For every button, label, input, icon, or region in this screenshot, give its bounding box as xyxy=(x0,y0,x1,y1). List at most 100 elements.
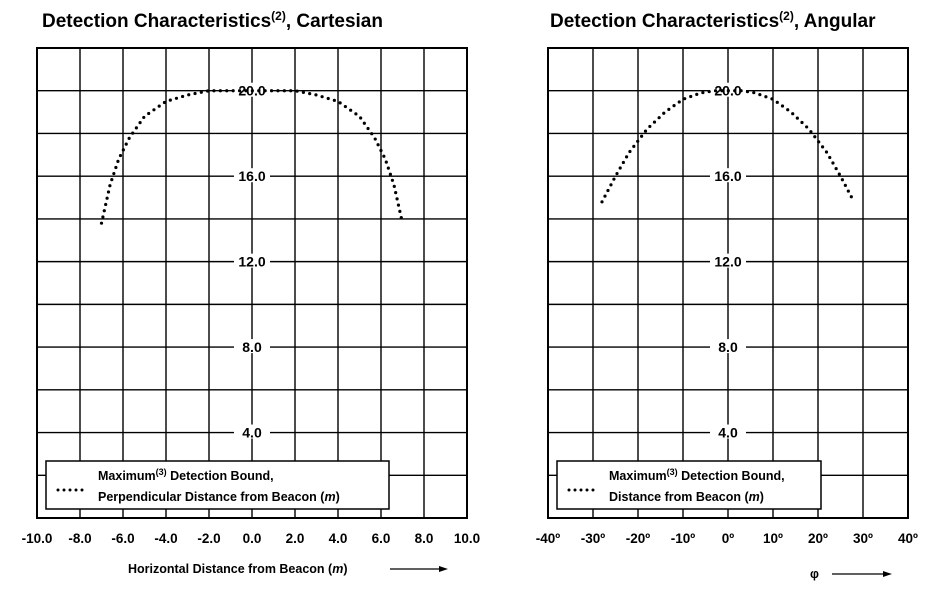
data-point xyxy=(770,97,774,101)
legend-marker-dot xyxy=(573,488,577,492)
data-point xyxy=(250,89,254,93)
data-point xyxy=(834,166,838,171)
legend-marker-dot xyxy=(56,488,60,492)
data-point xyxy=(114,165,118,170)
data-point xyxy=(193,91,197,96)
data-point xyxy=(683,97,687,101)
data-point xyxy=(780,104,785,108)
data-point xyxy=(849,195,853,199)
data-point xyxy=(110,178,114,182)
legend-marker-dot xyxy=(68,488,72,492)
y-tick-label: 8.0 xyxy=(718,339,738,355)
data-point xyxy=(320,95,324,99)
data-point xyxy=(231,89,235,93)
data-point xyxy=(843,183,847,188)
y-tick-label-bg xyxy=(234,424,270,439)
data-point xyxy=(326,96,330,101)
data-point xyxy=(237,89,242,93)
x-axis-arrowhead xyxy=(439,566,448,572)
x-tick-label: 10.0 xyxy=(454,531,480,546)
data-point xyxy=(820,145,825,149)
data-point xyxy=(343,104,347,109)
data-point xyxy=(621,160,625,165)
legend-box xyxy=(45,460,390,510)
data-point xyxy=(648,124,652,129)
data-point xyxy=(662,111,666,115)
data-point xyxy=(612,177,616,181)
data-point xyxy=(689,94,693,99)
data-point xyxy=(102,209,106,213)
data-point xyxy=(396,203,401,207)
data-point xyxy=(657,116,661,120)
legend-box xyxy=(556,460,822,510)
x-tick-label: -30º xyxy=(581,531,606,546)
plot-frame xyxy=(36,47,468,519)
data-point xyxy=(131,131,135,135)
data-point xyxy=(218,89,222,93)
x-tick-label: -6.0 xyxy=(111,531,134,546)
data-point xyxy=(244,89,248,93)
data-point xyxy=(366,126,370,131)
data-point xyxy=(157,104,161,108)
data-point xyxy=(828,155,832,160)
y-tick-label: 8.0 xyxy=(242,339,262,355)
data-point xyxy=(713,89,718,93)
data-point xyxy=(295,89,299,93)
data-point xyxy=(632,144,636,148)
data-point xyxy=(212,89,216,93)
data-point xyxy=(386,166,390,170)
legend-marker-dot xyxy=(62,488,66,492)
data-point xyxy=(134,126,138,130)
legend-line-1: Maximum(3) Detection Bound, xyxy=(98,467,274,483)
data-point xyxy=(138,121,142,125)
x-tick-label: 4.0 xyxy=(329,531,348,546)
data-point xyxy=(775,100,779,104)
data-point xyxy=(379,148,383,153)
data-point xyxy=(373,137,377,141)
data-point xyxy=(147,111,151,116)
x-axis-label: Horizontal Distance from Beacon (m) xyxy=(128,562,348,576)
legend: Maximum(3) Detection Bound, Perpendicular… xyxy=(45,460,390,510)
y-tick-label-bg xyxy=(710,253,746,268)
data-point xyxy=(199,90,203,94)
data-point xyxy=(112,171,116,176)
data-point xyxy=(786,108,790,112)
data-point xyxy=(695,92,699,96)
data-point xyxy=(276,89,280,93)
y-tick-label-bg xyxy=(234,253,270,268)
data-point xyxy=(720,89,724,93)
data-point xyxy=(162,100,167,105)
data-point xyxy=(388,172,392,176)
data-point xyxy=(289,89,293,93)
data-point xyxy=(640,134,644,138)
x-tick-label: -40º xyxy=(536,531,561,546)
y-tick-label: 4.0 xyxy=(242,425,262,441)
data-point xyxy=(349,108,353,112)
data-point xyxy=(121,148,125,152)
data-point xyxy=(733,89,737,93)
data-point xyxy=(282,89,286,93)
data-point xyxy=(257,89,261,93)
data-point xyxy=(652,120,657,124)
data-point xyxy=(837,172,841,176)
y-tick-label-bg xyxy=(710,339,746,354)
x-tick-label: 20º xyxy=(808,531,828,546)
data-point xyxy=(168,98,172,102)
data-point xyxy=(636,139,640,143)
y-tick-label-bg xyxy=(710,168,746,183)
data-point xyxy=(840,178,844,182)
data-point xyxy=(791,112,795,116)
y-tick-label: 12.0 xyxy=(238,254,265,270)
data-point xyxy=(225,89,229,93)
x-tick-label: -8.0 xyxy=(68,531,91,546)
data-point xyxy=(384,160,388,164)
data-point xyxy=(398,209,402,213)
legend-line-2: Perpendicular Distance from Beacon (m) xyxy=(98,490,340,504)
x-tick-label: 6.0 xyxy=(372,531,391,546)
data-point xyxy=(354,112,358,116)
data-point xyxy=(124,142,128,146)
x-tick-label: 0.0 xyxy=(243,531,262,546)
cartesian-chart: Detection Characteristics(2), Cartesian 4… xyxy=(22,9,481,576)
grid xyxy=(37,48,467,518)
